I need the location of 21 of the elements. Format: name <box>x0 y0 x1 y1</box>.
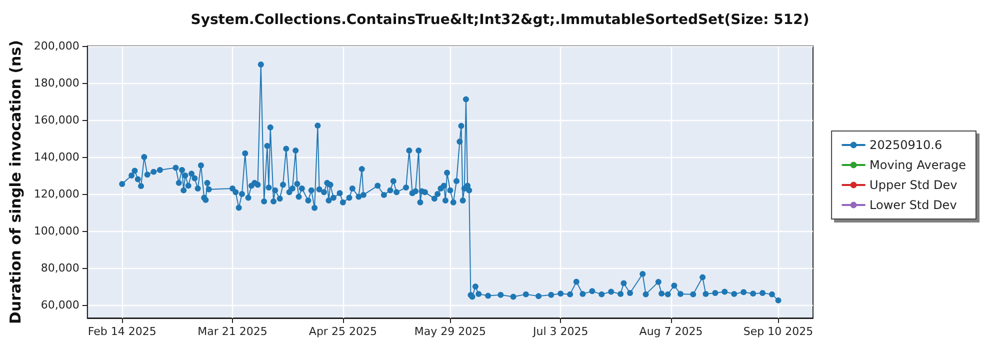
x-tick-label: Apr 25 2025 <box>308 325 377 338</box>
y-tick-label: 80,000 <box>40 262 80 275</box>
y-tick-label: 140,000 <box>34 150 80 164</box>
legend-label: Lower Std Dev <box>870 198 957 212</box>
y-tick-label: 60,000 <box>40 298 80 312</box>
x-tick-label: May 29 2025 <box>414 325 486 338</box>
y-tick-label: 180,000 <box>34 76 80 90</box>
y-tick-label: 100,000 <box>34 224 80 238</box>
x-tick-label: Feb 14 2025 <box>88 325 156 338</box>
x-tick-label: Mar 21 2025 <box>198 325 268 338</box>
legend-label: Upper Std Dev <box>870 178 958 192</box>
y-axis-title: Duration of single invocation (ns) <box>6 40 24 324</box>
y-tick-label: 120,000 <box>34 188 80 201</box>
x-tick-label: Sep 10 2025 <box>743 325 814 338</box>
x-tick-label: Jul 3 2025 <box>532 325 588 338</box>
y-tick-label: 160,000 <box>34 114 80 127</box>
x-tick-label: Aug 7 2025 <box>639 325 703 338</box>
legend-label: 20250910.6 <box>870 138 942 152</box>
chart-title: System.Collections.ContainsTrue&lt;Int32&gt;.ImmutableSortedSet(Size: 512) <box>190 12 810 28</box>
y-tick-label: 200,000 <box>34 40 80 52</box>
legend-label: Moving Average <box>870 158 966 172</box>
